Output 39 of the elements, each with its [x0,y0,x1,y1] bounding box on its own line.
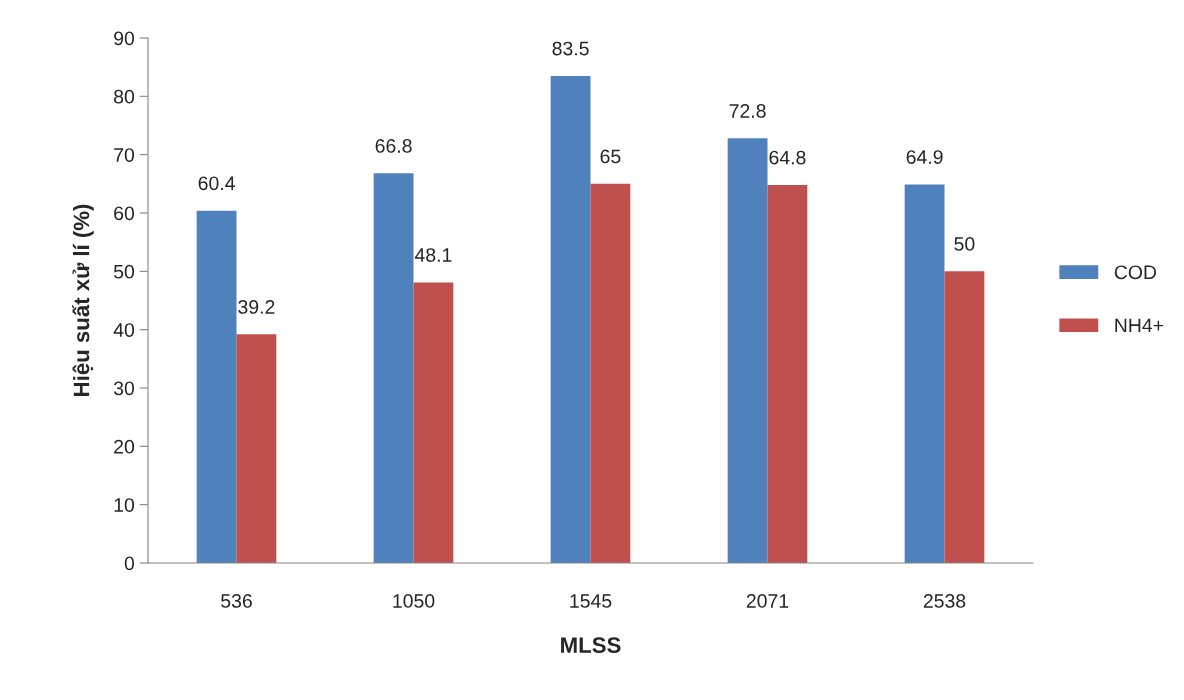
x-tick-label: 1545 [570,594,612,608]
y-tick-label: 70 [114,148,135,162]
bar [904,184,945,563]
bar [944,271,985,563]
x-tick-label: 2071 [746,594,789,608]
bar [196,210,237,563]
x-tick-label: 2538 [923,594,966,608]
x-axis-title: MLSS [561,637,621,653]
data-label: 72.8 [729,104,766,118]
data-label: 64.8 [769,150,806,165]
data-label: 83.5 [552,41,589,56]
data-label: 60.4 [198,176,235,191]
y-axis-title: Hiệu suất xử lí (%) [72,204,94,396]
bar [550,75,591,563]
bar [767,185,808,563]
y-tick-label: 60 [114,206,135,221]
y-tick-label: 10 [114,498,135,512]
x-tick-label: 1050 [393,594,435,608]
legend-label: NH4+ [1115,318,1164,333]
data-label: 39.2 [238,300,275,314]
data-label: 64.9 [906,150,943,164]
bar [590,183,631,563]
y-tick-label: 90 [114,31,135,46]
bar [413,282,454,563]
y-tick-label: 20 [114,439,135,454]
bar [727,138,768,563]
y-tick-label: 30 [113,381,135,396]
y-tick-label: 0 [124,556,135,571]
bar [236,334,277,563]
bar [373,173,414,563]
data-label: 65 [600,149,621,164]
y-tick-label: 80 [114,89,135,104]
x-tick-label: 536 [221,594,252,608]
y-tick-label: 40 [113,323,135,337]
data-label: 66.8 [375,139,412,153]
legend-label: COD [1114,265,1157,280]
data-label: 50 [954,237,975,251]
y-tick-label: 50 [113,264,135,279]
data-label: 48.1 [414,248,452,262]
